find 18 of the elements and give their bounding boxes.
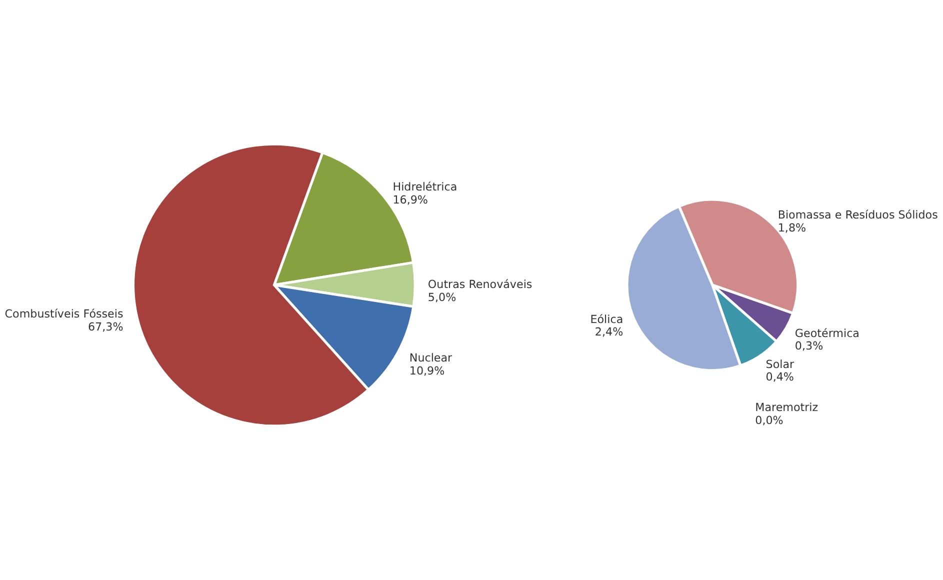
data-label: 0,3% — [794, 340, 824, 353]
data-label: 5,0% — [428, 290, 456, 304]
slice-label: Eólica — [590, 312, 624, 326]
slice-label: Geotérmica — [794, 326, 860, 340]
slice-label: Biomassa e Resíduos Sólidos — [778, 208, 938, 222]
data-label: 16,9% — [392, 193, 428, 206]
data-label: 0,4% — [766, 370, 794, 384]
data-label: 2,4% — [594, 326, 624, 339]
slice-label: Outras Renováveis — [428, 278, 532, 291]
text: 0,0% — [755, 414, 784, 427]
slice-label: Solar — [766, 358, 794, 371]
data-label: 10,9% — [409, 364, 445, 378]
slice-label: Hidrelétrica — [392, 180, 458, 194]
slice-label: Combustíveis Fósseis — [4, 308, 124, 321]
slice-label: Nuclear — [409, 352, 453, 365]
data-label: 67,3% — [88, 320, 124, 334]
data-label: 1,8% — [778, 221, 806, 234]
category-label: Maremotriz — [755, 400, 818, 414]
